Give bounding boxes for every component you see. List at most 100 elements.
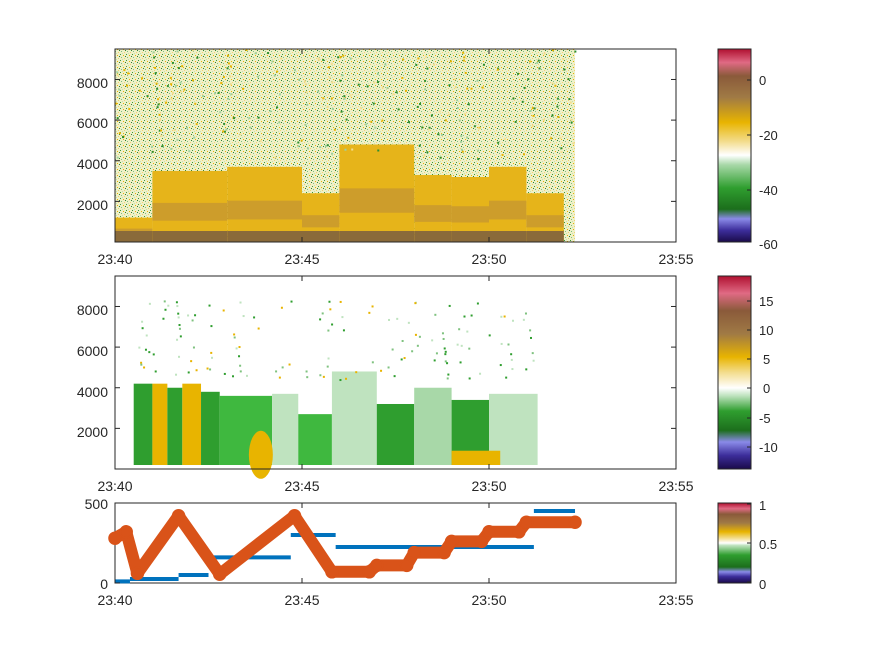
top-speckle [319, 146, 322, 149]
top-speckle [176, 138, 179, 141]
top-speckle [118, 88, 121, 91]
middle-speckle [414, 333, 417, 336]
middle-speckle [446, 377, 449, 380]
middle-speckle [222, 309, 225, 312]
top-speckle [169, 76, 172, 79]
top-speckle [227, 62, 230, 65]
middle-speckle [177, 312, 180, 315]
middle-speckle [280, 306, 283, 309]
top-speckle [157, 103, 160, 106]
top-speckle [340, 110, 343, 113]
top-speckle [127, 72, 130, 75]
middle-speckle [355, 371, 358, 374]
middle-speckle [433, 359, 436, 362]
bottom-colorbar: 1 0.5 0 [717, 498, 777, 592]
top-speckle [560, 150, 563, 153]
top-speckle [326, 144, 329, 147]
middle-speckle [178, 324, 181, 327]
top-speckle [180, 90, 183, 93]
top-echo-band [227, 200, 302, 220]
middle-speckle [371, 305, 374, 308]
middle-velocity-block [331, 371, 377, 465]
orange-marker [519, 515, 534, 529]
top-speckle [359, 107, 362, 110]
middle-speckle [232, 375, 235, 378]
top-speckle [118, 94, 121, 97]
top-echo-base [302, 231, 340, 242]
middle-speckle [411, 350, 414, 353]
middle-speckle [503, 315, 506, 318]
top-colorbar-tick: -60 [759, 237, 778, 252]
middle-speckle [148, 302, 151, 305]
top-speckle [146, 95, 149, 98]
middle-colorbar-tick: 10 [759, 323, 773, 338]
top-speckle [330, 97, 333, 100]
top-speckle [349, 94, 352, 97]
top-echo-band [152, 202, 228, 221]
middle-speckle [194, 314, 197, 317]
top-speckle [476, 79, 479, 82]
top-speckle [552, 49, 555, 52]
top-speckle [438, 110, 441, 113]
top-speckle [531, 124, 534, 127]
top-speckle [460, 148, 463, 151]
orange-marker [512, 525, 526, 539]
middle-ytick-label: 2000 [77, 424, 108, 440]
top-speckle [239, 133, 242, 136]
top-speckle [273, 74, 276, 77]
middle-speckle [235, 347, 238, 350]
middle-speckle [175, 301, 178, 304]
top-speckle [514, 120, 517, 123]
middle-speckle [479, 372, 482, 375]
top-speckle [439, 156, 442, 159]
top-speckle [158, 129, 161, 132]
top-speckle [456, 107, 459, 110]
bottom-series [108, 509, 582, 584]
middle-speckle [511, 319, 514, 322]
middle-positive-patch [248, 430, 273, 479]
top-speckle [151, 145, 154, 148]
top-speckle [477, 158, 480, 161]
top-speckle [572, 142, 575, 145]
top-speckle [123, 69, 126, 72]
top-speckle [278, 121, 281, 124]
orange-marker [474, 534, 489, 549]
top-echo-band [451, 206, 489, 223]
top-speckle [152, 51, 155, 54]
top-speckle [531, 107, 534, 110]
top-speckle [423, 154, 426, 157]
top-speckle [138, 152, 141, 155]
middle-speckle [141, 327, 144, 330]
top-speckle [462, 51, 465, 54]
orange-marker [444, 534, 459, 549]
top-speckle [297, 141, 300, 144]
top-speckle [160, 134, 163, 137]
top-speckle [257, 116, 260, 119]
top-speckle [177, 67, 180, 70]
top-speckle [327, 66, 330, 69]
top-ytick-label: 4000 [77, 156, 108, 172]
top-speckle [223, 130, 226, 133]
top-speckle [170, 83, 173, 86]
top-speckle [424, 88, 427, 91]
top-speckle [337, 56, 340, 59]
middle-speckle [529, 329, 532, 332]
orange-marker [287, 509, 302, 523]
middle-speckle [401, 339, 404, 342]
top-speckle [448, 84, 451, 87]
top-speckle [464, 71, 467, 74]
top-speckle [538, 67, 541, 70]
top-speckle [116, 74, 119, 77]
top-speckle [341, 74, 344, 77]
top-speckle [128, 108, 131, 111]
top-speckle [126, 84, 129, 87]
top-speckle [170, 147, 173, 150]
top-speckle [161, 145, 164, 148]
middle-xtick-label: 23:40 [97, 478, 132, 494]
top-speckle [430, 114, 433, 117]
top-speckle [331, 107, 334, 110]
top-speckle [448, 113, 451, 116]
top-speckle [496, 68, 499, 71]
top-speckle [397, 108, 400, 111]
top-echo-base [152, 231, 228, 242]
